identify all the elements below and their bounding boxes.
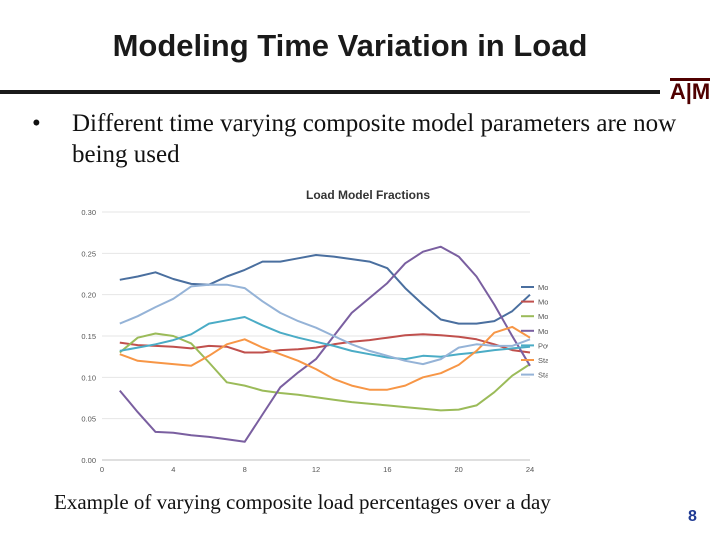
logo-bar <box>670 78 710 81</box>
load-fractions-chart: Load Model Fractions 0.00 0.05 0.10 0.15 0.2… <box>62 178 596 478</box>
title-rule <box>0 90 660 94</box>
series-line-power-electronic <box>119 316 531 361</box>
series-line-motor-c <box>119 332 531 412</box>
chart-series <box>119 245 531 443</box>
y-tick-label: 0.25 <box>81 249 96 258</box>
x-tick-label: 12 <box>312 465 320 474</box>
series-line-motor-a <box>119 254 531 325</box>
x-tick-label: 24 <box>526 465 534 474</box>
chart-caption: Example of varying composite load percen… <box>54 490 551 514</box>
y-axis-ticks: 0.00 0.05 0.10 0.15 0.20 0.25 0.30 <box>81 208 96 465</box>
university-logo: A|M <box>670 78 710 104</box>
y-tick-label: 0.10 <box>81 373 96 382</box>
bullet-text: Different time varying composite model p… <box>72 110 677 168</box>
series-line-motor-d <box>119 245 531 443</box>
x-tick-label: 8 <box>243 465 247 474</box>
y-tick-label: 0.15 <box>81 332 96 341</box>
y-tick-label: 0.00 <box>81 456 96 465</box>
chart-canvas: Load Model Fractions 0.00 0.05 0.10 0.15 0.2… <box>81 188 596 474</box>
y-tick-label: 0.30 <box>81 208 96 217</box>
page-number: 8 <box>688 508 697 525</box>
x-tick-label: 20 <box>454 465 462 474</box>
x-axis-ticks: 0 4 8 12 16 20 24 <box>100 465 534 474</box>
bullet-dot: • <box>32 110 41 137</box>
y-tick-label: 0.05 <box>81 415 96 424</box>
chart-legend: Motor A Motor B Motor C Motor D Power Electr… <box>521 283 596 380</box>
slide-title: Modeling Time Variation in Load <box>112 28 588 63</box>
series-line-static-p-current <box>119 283 531 366</box>
logo-lettering: A|M <box>670 79 710 104</box>
legend-label: Motor A <box>538 283 548 292</box>
legend-label: Motor C <box>538 312 548 321</box>
legend-label: Motor B <box>538 298 548 307</box>
legend-label: Motor D <box>538 327 548 336</box>
legend-label: Static P Current <box>538 371 548 380</box>
x-tick-label: 4 <box>171 465 175 474</box>
chart-title: Load Model Fractions <box>306 188 430 202</box>
legend-label: Power Electronic <box>538 341 548 350</box>
y-tick-label: 0.20 <box>81 291 96 300</box>
x-tick-label: 0 <box>100 465 104 474</box>
x-tick-label: 16 <box>383 465 391 474</box>
series-line-static-p-resistive <box>119 325 531 391</box>
legend-label: Static P Resistive <box>538 356 548 365</box>
